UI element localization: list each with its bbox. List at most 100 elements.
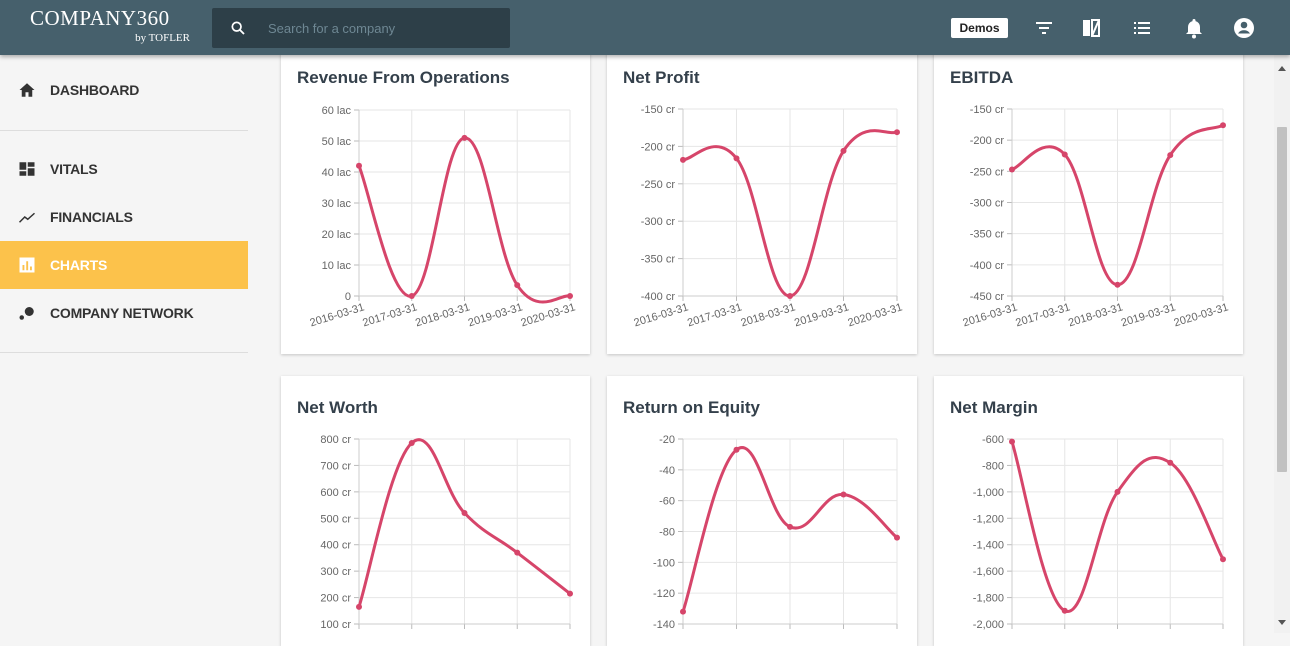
x-tick-label: 2018-03-31 [740, 301, 797, 329]
y-tick-label: -1,800 [973, 593, 1004, 605]
y-tick-label: -200 cr [641, 141, 676, 153]
x-tick-label: 2016-03-31 [633, 301, 690, 329]
data-point[interactable] [408, 439, 415, 446]
net-profit-chart: -400 cr -350 cr -300 cr -250 cr -200 cr -150 … [633, 104, 904, 329]
data-point[interactable] [1009, 438, 1015, 445]
data-point[interactable] [680, 608, 686, 615]
x-tick-label: 2018-03-31 [414, 301, 471, 329]
data-point[interactable] [514, 549, 521, 556]
data-point[interactable] [1061, 607, 1068, 614]
revenue-chart: 0 10 lac 20 lac 30 lac 40 lac 50 lac 60 lac 201… [309, 105, 577, 329]
y-tick-label: -800 [982, 460, 1004, 472]
data-point[interactable] [787, 293, 793, 299]
scroll-down-icon[interactable] [1278, 620, 1286, 625]
data-point[interactable] [461, 134, 468, 141]
y-tick-label: -300 cr [970, 198, 1005, 210]
chart-title: Net Worth [297, 398, 378, 417]
compare-icon[interactable] [1079, 16, 1103, 40]
chart-card: Net Margin -2,000 -1,800 -1,600 -1,400 -1,20… [934, 376, 1243, 646]
data-point[interactable] [894, 129, 900, 136]
sidebar-item-charts[interactable]: CHARTS [0, 241, 248, 289]
divider [0, 352, 248, 353]
y-tick-label: -200 cr [970, 135, 1005, 147]
trending-icon [18, 212, 35, 223]
chart-card: Return on Equity -140 -120 -100 -80 -60 -40 -2… [607, 376, 917, 646]
chart-title: Revenue From Operations [297, 68, 510, 87]
y-tick-label: 30 lac [322, 198, 352, 210]
net-margin-chart: -2,000 -1,800 -1,600 -1,400 -1,200 -1,000 -800… [973, 434, 1226, 631]
y-tick-label: -150 cr [641, 104, 676, 116]
account-icon[interactable] [1232, 16, 1256, 40]
data-point[interactable] [840, 491, 847, 498]
search-input[interactable] [268, 18, 498, 38]
sidebar-item-label: FINANCIALS [50, 209, 133, 225]
y-tick-label: -2,000 [973, 619, 1004, 631]
y-tick-label: 300 cr [320, 566, 351, 578]
data-point[interactable] [1009, 166, 1015, 173]
y-tick-label: -150 cr [970, 104, 1005, 116]
x-tick-label: 2018-03-31 [1067, 301, 1124, 329]
logo[interactable]: COMPANY360 by TOFLER [30, 6, 200, 50]
data-point[interactable] [514, 282, 521, 289]
data-point[interactable] [733, 446, 740, 453]
data-point[interactable] [1061, 151, 1068, 158]
scrollbar-thumb[interactable] [1277, 127, 1287, 472]
list-icon[interactable] [1130, 16, 1154, 40]
y-tick-label: -300 cr [641, 216, 676, 228]
x-tick-label: 2020-03-31 [1173, 301, 1230, 329]
data-point[interactable] [1114, 281, 1121, 288]
data-point[interactable] [567, 293, 573, 299]
data-point[interactable] [356, 603, 362, 610]
data-point[interactable] [1220, 556, 1226, 563]
x-tick-label: 2019-03-31 [467, 301, 524, 329]
sidebar-item-dashboard[interactable]: DASHBOARD [0, 66, 248, 114]
filter-icon[interactable] [1032, 16, 1056, 40]
x-tick-label: 2016-03-31 [309, 301, 366, 329]
bell-icon[interactable] [1182, 16, 1206, 40]
logo-title: COMPANY360 [30, 6, 170, 30]
y-tick-label: -1,200 [973, 513, 1004, 525]
chart-card: Revenue From Operations 0 10 lac 20 lac 30 … [281, 52, 590, 354]
chart-card: EBITDA -450 cr -400 cr -350 cr -300 cr -250 … [934, 52, 1243, 354]
sidebar-item-company-network[interactable]: COMPANY NETWORK [0, 289, 248, 337]
logo-subtitle: by TOFLER [135, 32, 190, 44]
data-point[interactable] [567, 590, 573, 597]
y-tick-label: 10 lac [322, 260, 352, 272]
data-point[interactable] [787, 523, 793, 530]
y-tick-label: -20 [659, 434, 675, 446]
y-tick-label: -450 cr [970, 291, 1005, 303]
scroll-up-icon[interactable] [1278, 66, 1286, 71]
search-box [212, 8, 510, 48]
y-tick-label: -1,600 [973, 566, 1004, 578]
y-tick-label: -60 [659, 496, 675, 508]
data-point[interactable] [356, 162, 362, 169]
data-point[interactable] [408, 293, 415, 299]
y-tick-label: 400 cr [320, 540, 351, 552]
data-point[interactable] [461, 510, 468, 516]
demos-button[interactable]: Demos [951, 18, 1008, 38]
chart-title: Net Margin [950, 398, 1038, 417]
chart-title: Return on Equity [623, 398, 760, 417]
data-point[interactable] [1167, 459, 1174, 466]
roe-chart: -140 -120 -100 -80 -60 -40 -20 [653, 434, 900, 631]
sidebar-item-vitals[interactable]: VITALS [0, 145, 248, 193]
data-point[interactable] [894, 534, 900, 541]
sidebar-item-label: DASHBOARD [50, 82, 140, 98]
data-point[interactable] [733, 155, 740, 162]
sidebar-item-financials[interactable]: FINANCIALS [0, 193, 248, 241]
scrollbar[interactable] [1274, 55, 1290, 633]
data-point[interactable] [1114, 488, 1121, 495]
sidebar: DASHBOARD VITALS FINANCIALS CHARTS COMPA… [0, 55, 248, 633]
y-tick-label: 40 lac [322, 167, 352, 179]
data-point[interactable] [840, 147, 847, 154]
sidebar-item-label: VITALS [50, 161, 98, 177]
y-tick-label: -1,000 [973, 487, 1004, 499]
chart-title: Net Profit [623, 68, 700, 87]
y-tick-label: 60 lac [322, 105, 352, 117]
data-point[interactable] [680, 156, 686, 163]
divider [0, 130, 248, 131]
series-line [681, 446, 898, 613]
data-point[interactable] [1167, 152, 1174, 159]
data-point[interactable] [1220, 122, 1226, 129]
y-tick-label: 800 cr [320, 434, 351, 446]
